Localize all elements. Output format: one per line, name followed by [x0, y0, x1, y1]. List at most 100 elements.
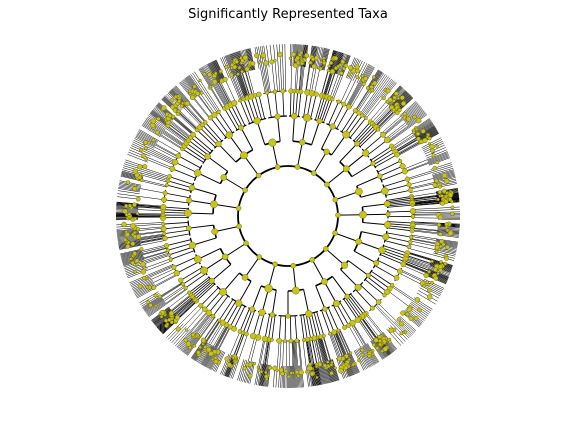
taxon-node — [276, 337, 282, 344]
leaf-branch — [210, 62, 233, 105]
branch-line — [384, 184, 410, 192]
leaf-branch — [403, 263, 448, 282]
branch-line — [316, 311, 325, 336]
leaf-branch — [228, 54, 245, 99]
taxon-node — [316, 118, 323, 125]
leaf-branch — [156, 296, 193, 327]
branch-line — [311, 313, 318, 338]
branch-line — [331, 134, 347, 156]
taxon-node — [140, 269, 147, 275]
branch-line — [200, 287, 219, 306]
taxon-node — [387, 97, 393, 103]
branch-line — [319, 97, 328, 122]
leaf-branch — [145, 285, 185, 313]
leaf-branch — [209, 62, 232, 105]
leaf-branch — [174, 86, 207, 122]
branch-line — [261, 288, 270, 313]
leaf-branch — [135, 273, 178, 297]
taxon-node — [125, 180, 131, 185]
leaf-branch — [412, 217, 460, 219]
taxon-node — [256, 91, 262, 98]
branch-line — [188, 212, 214, 215]
branch-line — [224, 108, 238, 131]
branch-line — [194, 282, 214, 300]
taxon-node — [360, 347, 365, 353]
leaf-branch — [285, 340, 287, 388]
taxon-node — [140, 261, 146, 267]
leaf-branch — [153, 108, 191, 138]
taxon-node — [139, 178, 144, 183]
leaf-branch — [362, 77, 391, 116]
taxon-node — [375, 127, 381, 132]
taxon-node — [212, 79, 218, 85]
leaf-branch — [131, 145, 175, 166]
branch-line — [278, 315, 282, 341]
leaf-branch — [409, 243, 456, 255]
leaf-branch — [410, 238, 458, 248]
branch-line — [353, 121, 371, 142]
branch-line — [383, 178, 408, 187]
leaf-branch — [245, 337, 258, 383]
leaf-branch — [291, 365, 293, 388]
taxon-node — [404, 176, 411, 182]
branch-line — [282, 91, 285, 117]
taxon-node — [400, 310, 406, 316]
branch-line — [360, 284, 379, 303]
leaf-branch — [302, 340, 309, 387]
taxon-node — [215, 140, 222, 148]
branch-line — [374, 265, 397, 279]
taxon-node — [170, 97, 175, 102]
leaf-branch — [407, 166, 453, 181]
leaf-branch — [317, 363, 323, 385]
leaf-branch — [174, 86, 206, 123]
taxon-node — [193, 255, 202, 264]
leaf-branch — [396, 130, 438, 155]
taxon-node — [399, 95, 405, 101]
leaf-branch — [142, 123, 183, 149]
branch-line — [367, 276, 388, 293]
leaf-branch — [432, 169, 454, 176]
leaf-branch — [403, 262, 448, 281]
taxon-node — [436, 271, 440, 276]
leaf-branch — [176, 311, 208, 348]
taxon-node — [430, 148, 435, 153]
leaf-branch — [146, 286, 186, 314]
leaf-branch — [173, 87, 206, 123]
leaf-branch — [278, 340, 282, 388]
taxon-node — [255, 172, 262, 179]
leaf-branch — [330, 333, 347, 378]
taxon-node — [406, 116, 412, 122]
branch-line — [188, 224, 214, 229]
leaf-branch — [412, 221, 460, 225]
taxon-node — [408, 316, 414, 321]
taxon-node — [385, 88, 391, 94]
branch-line — [166, 184, 192, 192]
taxon-node — [213, 71, 218, 76]
branch-line — [243, 155, 260, 176]
leaf-branch — [365, 81, 396, 119]
branch-layer — [115, 44, 460, 389]
leaf-branch — [205, 64, 229, 107]
taxon-node — [395, 110, 400, 115]
taxon-node — [210, 200, 218, 209]
taxon-node — [274, 113, 281, 120]
branch-line — [385, 236, 411, 243]
taxon-node — [162, 231, 167, 236]
taxon-node — [245, 362, 250, 367]
leaf-branch — [339, 329, 359, 373]
branch-line — [172, 168, 196, 179]
leaf-branch — [395, 128, 437, 153]
leaf-branch — [123, 251, 169, 266]
leaf-branch — [427, 153, 449, 162]
leaf-branch — [129, 149, 173, 169]
branch-line — [182, 148, 204, 163]
taxon-node — [437, 190, 442, 195]
branch-line — [364, 279, 385, 296]
taxon-node — [137, 164, 143, 170]
taxon-node — [261, 335, 269, 343]
taxon-node — [433, 275, 439, 281]
taxon-node — [188, 241, 196, 249]
taxon-node — [278, 367, 284, 373]
taxon-node — [211, 111, 218, 118]
leaf-branch — [318, 336, 332, 383]
